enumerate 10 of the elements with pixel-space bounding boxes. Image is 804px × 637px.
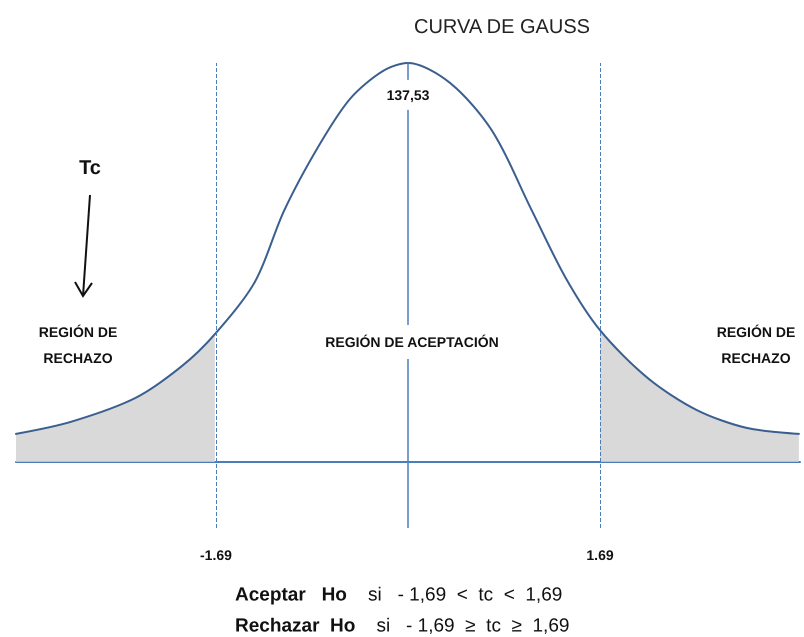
annotation: REGIÓN DE RECHAZO xyxy=(38,324,118,366)
annotation: REGIÓN DE ACEPTACIÓN xyxy=(325,334,499,350)
chart-title: CURVA DE GAUSS xyxy=(414,16,590,38)
text: Aceptar Ho si - 1,69 < tc < 1,69 xyxy=(235,584,562,606)
annotation: Tc xyxy=(79,157,101,179)
annotation: REGIÓN DE RECHAZO xyxy=(716,324,796,366)
text: Rechazar Ho si - 1,69 ≥ tc ≥ 1,69 xyxy=(235,616,570,636)
x-tick-label: -1.69 xyxy=(200,547,232,563)
annotation: 137,53 xyxy=(386,86,430,103)
x-tick-label: 1.69 xyxy=(586,547,614,563)
